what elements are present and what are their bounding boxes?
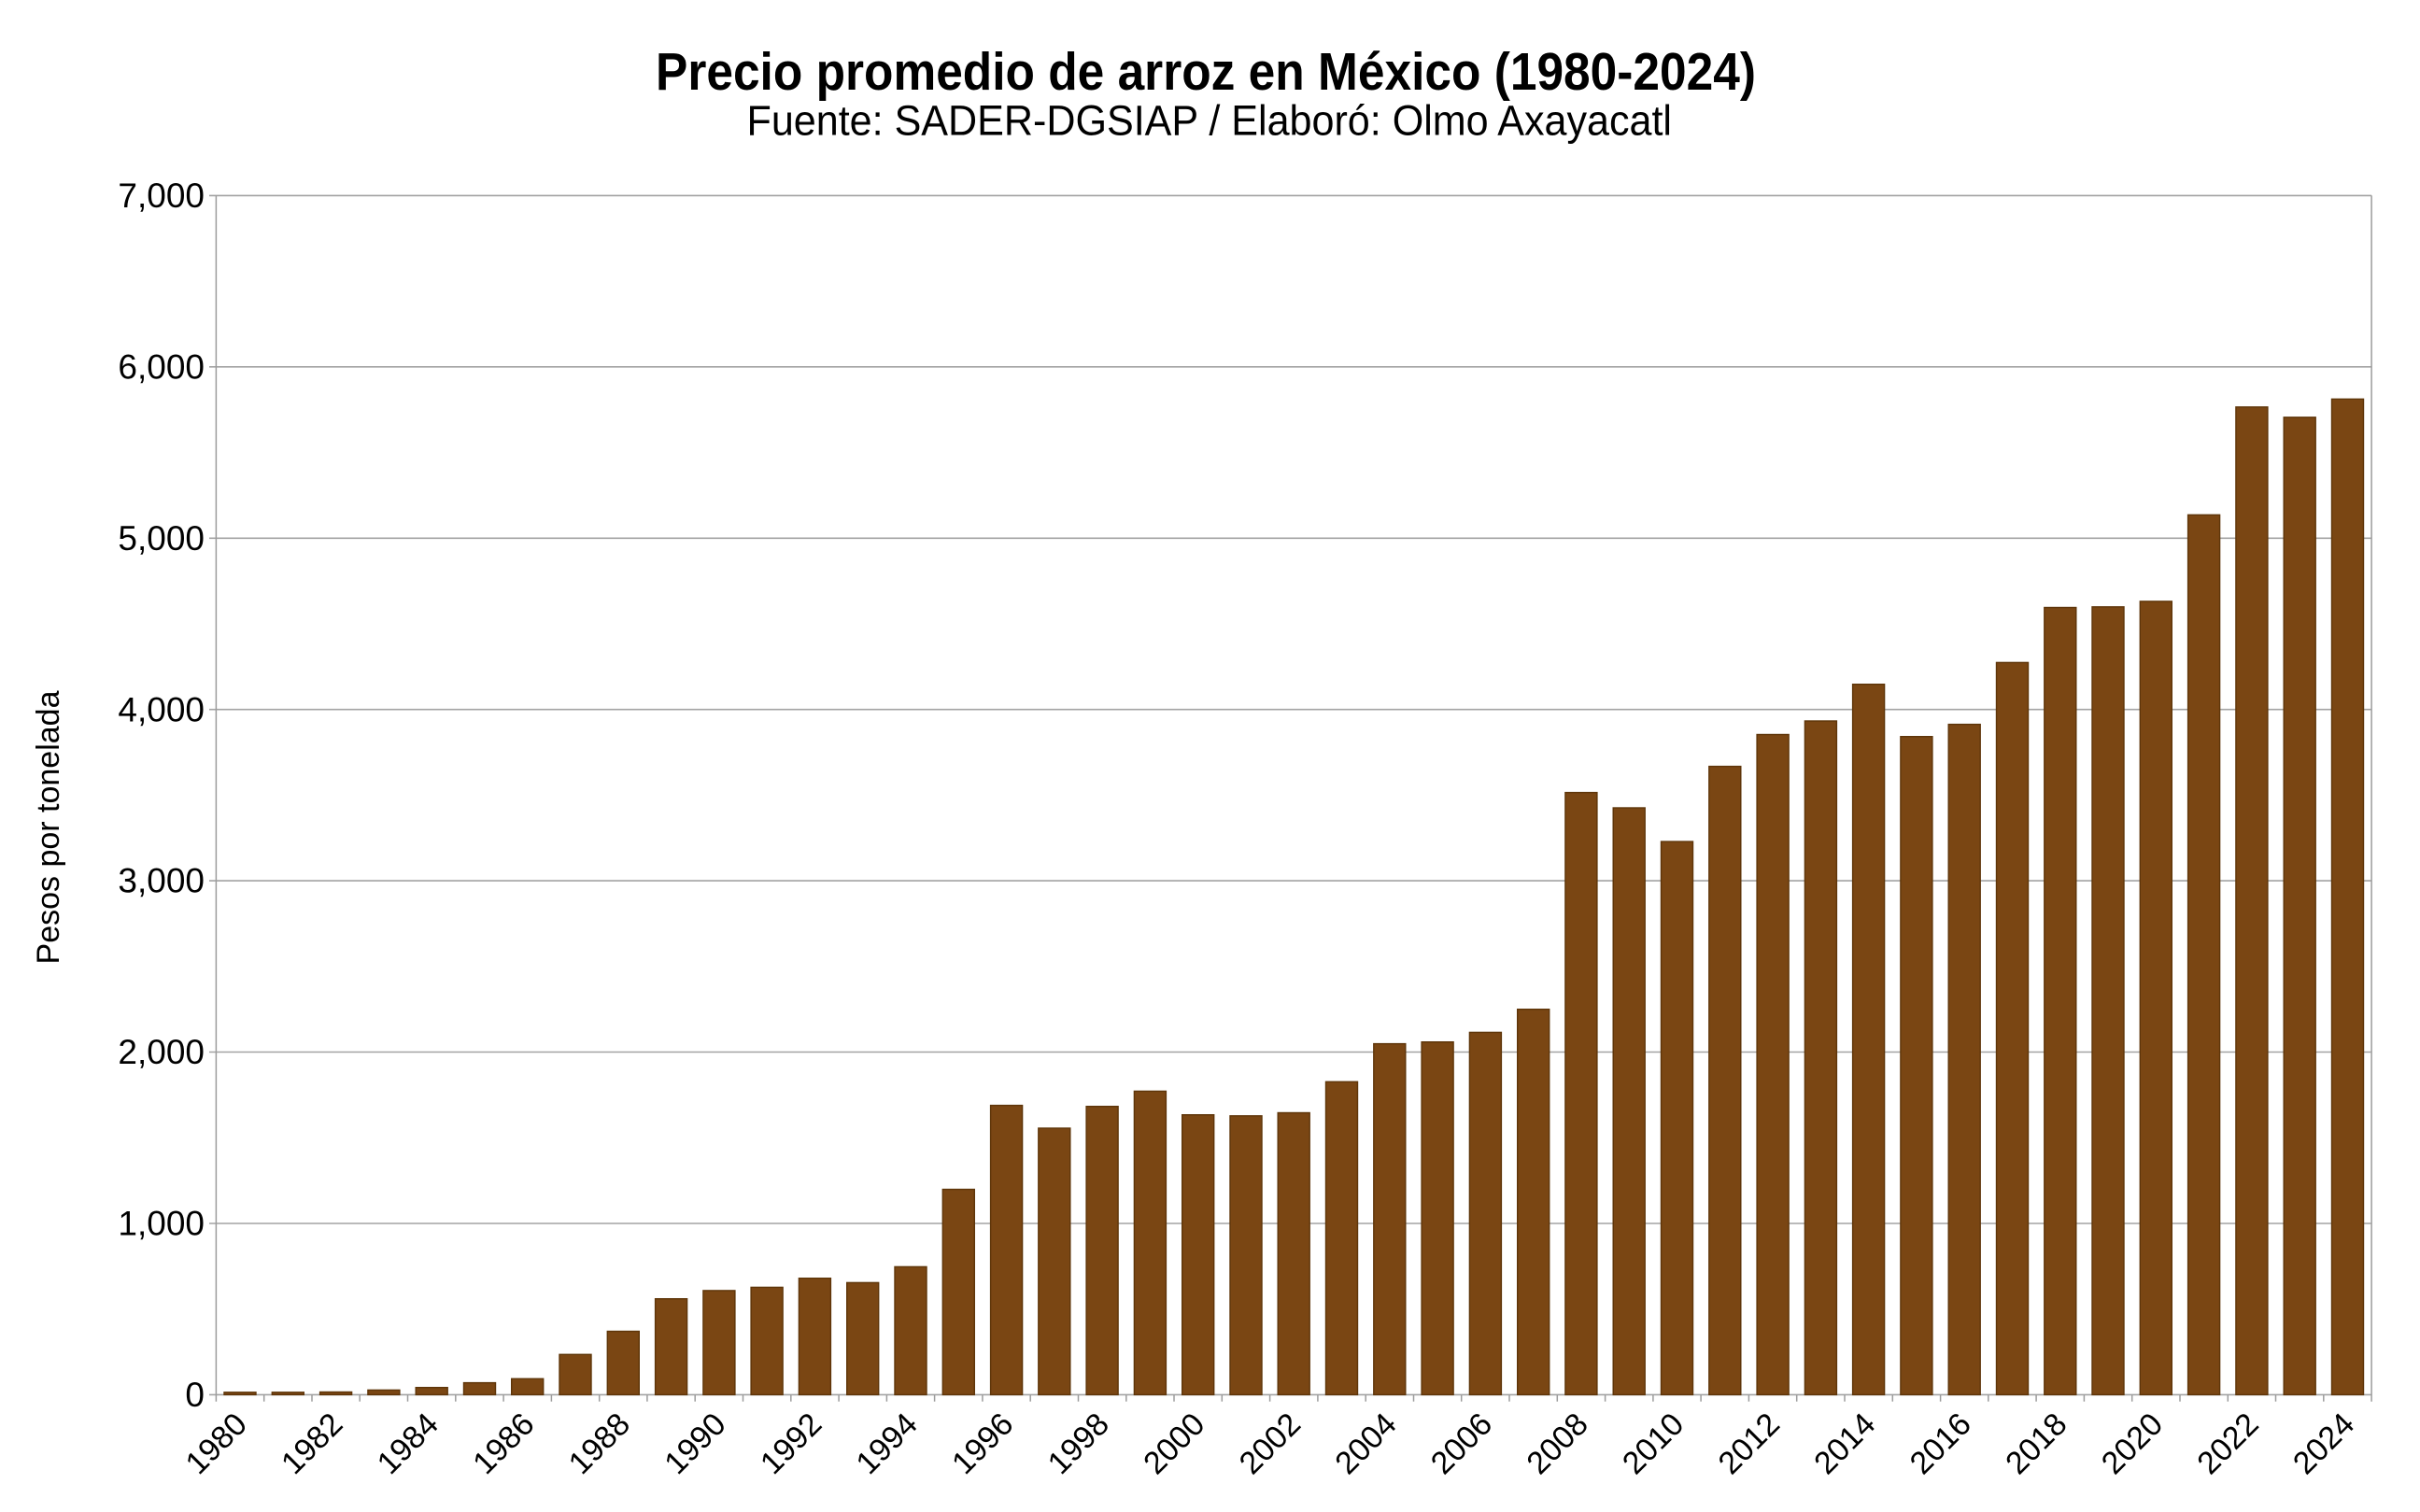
svg-text:1,000: 1,000: [118, 1205, 205, 1243]
svg-text:Precio promedio de arroz en Mé: Precio promedio de arroz en México (1980…: [656, 42, 1756, 102]
svg-text:4,000: 4,000: [118, 690, 205, 728]
svg-text:7,000: 7,000: [118, 177, 205, 215]
svg-text:3,000: 3,000: [118, 862, 205, 900]
svg-text:0: 0: [185, 1376, 205, 1414]
svg-text:6,000: 6,000: [118, 347, 205, 386]
svg-text:Fuente: SADER-DGSIAP / Elaboró: Fuente: SADER-DGSIAP / Elaboró: Olmo Axa…: [747, 96, 1673, 144]
svg-text:2,000: 2,000: [118, 1033, 205, 1071]
svg-text:5,000: 5,000: [118, 519, 205, 558]
svg-text:Pesos por tonelada: Pesos por tonelada: [31, 690, 66, 964]
